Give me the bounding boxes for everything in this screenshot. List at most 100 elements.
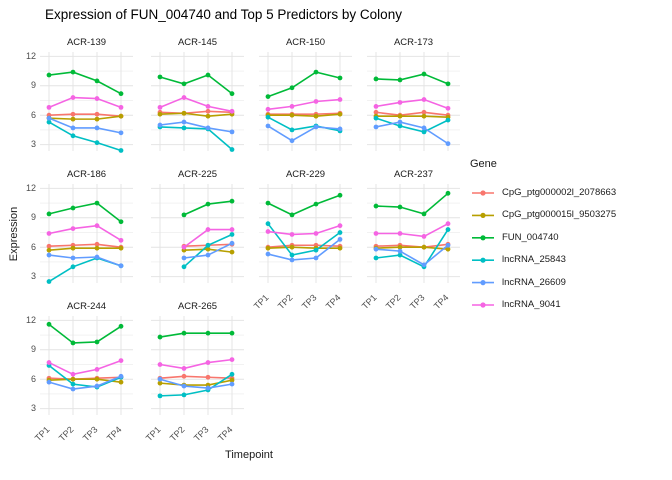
facet-panel-ACR-186 xyxy=(40,184,133,284)
data-point xyxy=(373,76,379,82)
facet-panel-ACR-265 xyxy=(151,316,244,415)
data-point xyxy=(70,376,76,382)
data-point xyxy=(181,212,187,218)
series-FUN_004740 xyxy=(46,69,124,97)
data-point xyxy=(118,237,124,243)
data-point xyxy=(181,373,187,379)
data-point xyxy=(118,113,124,119)
series-line xyxy=(267,238,341,261)
data-point xyxy=(205,113,211,119)
data-point xyxy=(181,125,187,131)
series-line xyxy=(159,112,233,117)
chart-title: Expression of FUN_004740 and Top 5 Predi… xyxy=(45,7,402,22)
data-point xyxy=(205,201,211,207)
data-point xyxy=(94,78,100,84)
data-point xyxy=(70,226,76,231)
facet-label-ACR-139: ACR-139 xyxy=(66,37,107,48)
facet-panel-ACR-145 xyxy=(151,52,244,152)
data-point xyxy=(445,227,451,232)
series-lncRNA_26609 xyxy=(265,123,343,144)
y-tick-label: 12 xyxy=(25,314,36,325)
series-lncRNA_26609 xyxy=(46,252,124,269)
facet-label-ACR-145: ACR-145 xyxy=(177,37,218,48)
series-line xyxy=(267,194,341,216)
series-lncRNA_25843 xyxy=(265,114,343,134)
series-line xyxy=(375,121,449,145)
data-point xyxy=(421,234,427,239)
data-point xyxy=(94,241,100,247)
series-lncRNA_25843 xyxy=(265,221,343,258)
data-point xyxy=(70,205,76,211)
series-line xyxy=(48,254,122,267)
data-point xyxy=(373,203,379,209)
data-point xyxy=(265,123,271,129)
series-line xyxy=(48,113,122,117)
data-point xyxy=(205,227,211,232)
data-point xyxy=(46,321,52,327)
data-point xyxy=(205,108,211,114)
y-tick-label: 9 xyxy=(30,80,36,91)
data-point xyxy=(373,109,379,115)
series-line xyxy=(376,115,449,118)
data-point xyxy=(118,373,124,379)
data-point xyxy=(337,126,343,132)
data-point xyxy=(229,129,235,135)
data-point xyxy=(46,279,52,284)
series-FUN_004740 xyxy=(265,69,343,99)
series-line xyxy=(267,125,341,142)
data-point xyxy=(313,247,319,253)
y-tick-label: 12 xyxy=(25,182,36,193)
data-point xyxy=(445,242,451,248)
series-FUN_004740 xyxy=(157,330,235,340)
data-point xyxy=(265,200,271,206)
series-line xyxy=(48,115,122,120)
y-tick-label: 9 xyxy=(30,212,36,223)
series-FUN_004740 xyxy=(265,192,343,218)
data-point xyxy=(337,236,343,242)
series-lncRNA_9041 xyxy=(265,97,343,112)
series-line xyxy=(375,117,449,133)
data-point xyxy=(94,140,100,146)
data-point xyxy=(181,366,187,371)
series-lncRNA_26609 xyxy=(157,119,235,135)
data-point xyxy=(229,227,235,232)
data-point xyxy=(397,231,403,236)
legend-key-point xyxy=(480,257,486,263)
data-point xyxy=(157,122,163,128)
data-point xyxy=(337,223,343,229)
series-CpG_ptg000015l_9503275 xyxy=(46,245,124,253)
series-line xyxy=(375,73,449,85)
data-point xyxy=(421,97,427,102)
data-point xyxy=(265,245,271,251)
data-point xyxy=(445,190,451,196)
data-point xyxy=(205,374,211,380)
data-point xyxy=(421,211,427,217)
data-point xyxy=(289,257,295,263)
data-point xyxy=(421,113,427,119)
data-point xyxy=(181,110,187,116)
facet-panel-ACR-237 xyxy=(367,184,460,283)
data-point xyxy=(313,69,319,75)
data-point xyxy=(373,255,379,261)
series-FUN_004740 xyxy=(46,200,124,225)
y-tick-label: 6 xyxy=(30,241,36,252)
data-point xyxy=(313,124,319,130)
data-point xyxy=(397,113,403,119)
data-point xyxy=(421,125,427,131)
series-line xyxy=(48,96,122,109)
data-point xyxy=(46,211,52,217)
data-point xyxy=(181,330,187,336)
data-point xyxy=(229,330,235,336)
data-point xyxy=(421,262,427,268)
data-point xyxy=(265,114,271,120)
series-line xyxy=(375,192,449,215)
series-lncRNA_9041 xyxy=(265,223,343,237)
series-line xyxy=(48,375,122,390)
facet-label-ACR-229: ACR-229 xyxy=(285,169,326,180)
data-point xyxy=(157,334,163,340)
series-line xyxy=(375,229,449,268)
data-point xyxy=(265,106,271,112)
series-line xyxy=(268,112,341,116)
series-line xyxy=(267,224,341,236)
data-point xyxy=(229,249,235,255)
